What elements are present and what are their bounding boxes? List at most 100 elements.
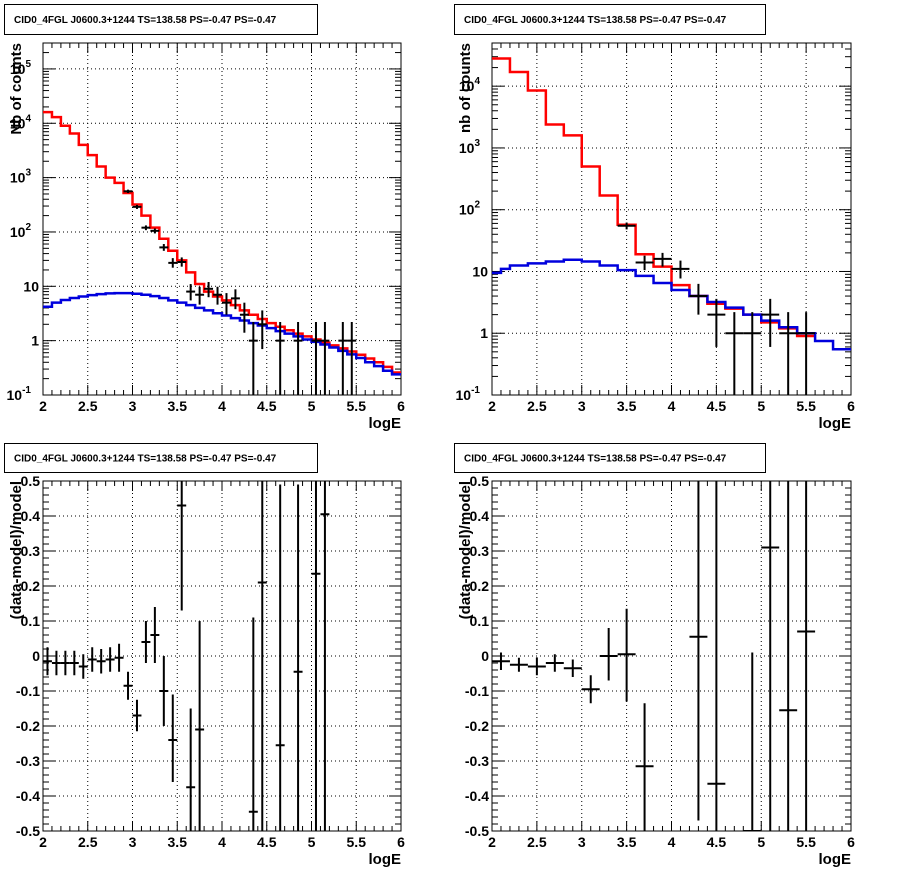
data-point	[168, 258, 178, 268]
data-point	[177, 257, 187, 267]
y-tick-label: 1	[31, 333, 39, 349]
data-point	[761, 298, 780, 347]
x-axis-title: logE	[369, 851, 402, 868]
ticks	[491, 42, 852, 396]
y-tick-label: 0	[32, 648, 40, 664]
data-point	[43, 647, 52, 676]
y-tick-label: 0	[481, 648, 489, 664]
y-tick-label: -0.1	[16, 683, 40, 699]
data-point	[275, 484, 285, 831]
y-tick-label: -0.3	[465, 753, 489, 769]
data-point	[311, 322, 321, 395]
data-point	[114, 643, 124, 672]
data-point	[275, 322, 285, 395]
data-point	[150, 228, 160, 234]
grid	[43, 481, 401, 831]
data-point	[96, 649, 106, 674]
x-tick-label: 4.5	[257, 398, 277, 414]
x-tick-label: 4	[218, 398, 226, 414]
data-point	[159, 656, 169, 726]
data-point	[293, 484, 303, 831]
y-tick-label: 103	[459, 138, 481, 156]
y-tick-label: -0.2	[16, 718, 40, 734]
y-tick-label: -0.4	[465, 788, 489, 804]
x-tick-label: 4	[668, 834, 676, 850]
model-background-line	[492, 258, 851, 351]
y-axis-title: nb of counts	[457, 43, 474, 133]
y-tick-label: 0.2	[21, 578, 41, 594]
x-tick-label: 3.5	[168, 834, 188, 850]
data-point	[69, 650, 79, 676]
x-tick-label: 2	[488, 398, 496, 414]
chart-title: CID0_4FGL J0600.3+1244 TS=138.58 PS=-0.4…	[464, 15, 727, 26]
y-axis-title: (data-model)/model	[457, 481, 474, 619]
data-point	[177, 481, 187, 611]
x-tick-label: 5.5	[347, 834, 367, 850]
data-point	[563, 659, 582, 677]
x-tick-label: 3.5	[617, 834, 637, 850]
x-tick-label: 5.5	[796, 398, 816, 414]
data-point	[213, 286, 222, 305]
x-tick-label: 2.5	[78, 398, 98, 414]
data-point	[320, 481, 330, 831]
data-point	[635, 703, 654, 831]
data-point	[293, 322, 303, 395]
x-tick-label: 4.5	[707, 834, 727, 850]
x-axis-title: logE	[819, 415, 852, 432]
chart-pad-1: CID0_4FGL J0600.3+1244 TS=138.58 PS=-0.4…	[4, 4, 405, 432]
x-tick-label: 2.5	[78, 834, 98, 850]
y-tick-label: 0.5	[21, 473, 41, 489]
y-axis-title: (data-model)/model	[8, 481, 25, 619]
x-tick-label: 4.5	[257, 834, 277, 850]
data-point	[141, 225, 151, 231]
data-point	[159, 244, 169, 251]
data-layer	[492, 57, 851, 395]
data-point	[195, 286, 205, 305]
y-tick-label: -0.3	[16, 753, 40, 769]
data-point	[186, 284, 196, 301]
grid	[43, 43, 401, 395]
data-point	[779, 481, 798, 831]
data-point	[204, 282, 214, 298]
y-tick-label: 1	[480, 325, 488, 341]
x-tick-label: 2.5	[527, 398, 547, 414]
y-tick-label: 105	[10, 59, 32, 77]
data-point	[311, 481, 321, 831]
data-point	[779, 312, 798, 395]
chart-title: CID0_4FGL J0600.3+1244 TS=138.58 PS=-0.4…	[464, 454, 727, 465]
x-tick-label: 4	[668, 398, 676, 414]
y-tick-label: 10	[472, 263, 488, 279]
data-point	[347, 322, 357, 395]
x-tick-label: 6	[847, 834, 855, 850]
data-point	[60, 650, 70, 676]
model-background-line	[43, 291, 401, 376]
data-point	[797, 312, 816, 395]
title-box	[454, 4, 766, 35]
data-layer	[43, 481, 330, 831]
data-point	[132, 699, 142, 732]
data-point	[222, 293, 231, 315]
y-tick-label: 103	[10, 168, 32, 186]
y-tick-label: 102	[459, 200, 481, 218]
data-point	[725, 312, 744, 395]
ticks	[42, 480, 402, 832]
y-tick-label: -0.5	[16, 823, 40, 839]
y-axis-title: Nb of counts	[8, 43, 25, 135]
y-tick-label: -0.1	[465, 683, 489, 699]
chart-title: CID0_4FGL J0600.3+1244 TS=138.58 PS=-0.4…	[14, 15, 277, 26]
data-point	[617, 222, 636, 230]
chart-pad-3: CID0_4FGL J0600.3+1244 TS=138.58 PS=-0.4…	[4, 443, 405, 868]
data-point	[492, 652, 510, 670]
x-tick-label: 2.5	[527, 834, 547, 850]
data-point	[545, 654, 564, 672]
data-point	[671, 260, 690, 279]
x-tick-label: 3.5	[168, 398, 188, 414]
x-tick-label: 6	[397, 398, 405, 414]
y-tick-label: 10	[23, 278, 39, 294]
x-tick-label: 5	[308, 398, 316, 414]
data-point	[105, 647, 115, 672]
y-tick-label: 10-1	[456, 385, 481, 403]
y-tick-label: 104	[10, 113, 32, 131]
data-point	[689, 481, 708, 821]
